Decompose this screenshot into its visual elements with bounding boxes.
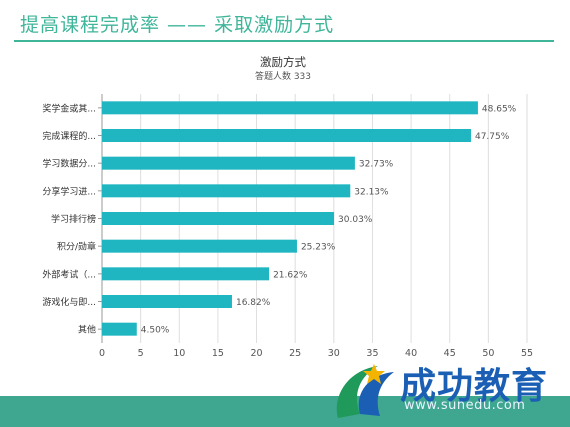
x-tick-label: 30	[328, 348, 340, 359]
category-label: 其他	[78, 324, 96, 336]
data-label: 4.50%	[141, 326, 170, 336]
x-tick-label: 45	[444, 348, 456, 359]
category-label: 游戏化与即...	[42, 296, 96, 308]
bar	[102, 267, 270, 281]
bar	[102, 322, 137, 336]
bar	[102, 129, 471, 142]
bars	[102, 101, 478, 336]
slide-title-sub: 采取激励方式	[214, 14, 335, 36]
category-label: 外部考试（...	[42, 268, 96, 280]
x-tick-label: 40	[405, 348, 417, 359]
category-label: 学习数据分...	[42, 158, 96, 170]
data-label: 21.62%	[273, 270, 308, 280]
bar	[102, 295, 232, 308]
x-tick-label: 5	[138, 348, 144, 359]
category-label: 学习排行榜	[51, 213, 96, 225]
bar	[102, 156, 355, 170]
x-tick-label: 35	[366, 348, 378, 359]
logo-swoosh-icon	[336, 364, 394, 418]
data-label: 48.65%	[482, 104, 517, 114]
footer-band	[0, 396, 570, 427]
chart-title: 激励方式	[260, 55, 306, 69]
bar	[102, 239, 297, 253]
slide-title-main: 提高课程完成率	[20, 14, 161, 36]
title-divider	[14, 40, 554, 42]
bar	[102, 212, 335, 225]
category-label: 奖学金或其...	[42, 102, 96, 114]
slide-title: 提高课程完成率 —— 采取激励方式	[20, 10, 334, 37]
x-tick-label: 0	[99, 348, 105, 359]
data-label: 30.03%	[338, 215, 373, 225]
data-label: 32.73%	[359, 160, 394, 170]
x-tick-label: 50	[482, 348, 494, 359]
x-tick-label: 10	[173, 348, 185, 359]
bar	[102, 101, 478, 115]
category-label: 完成课程的...	[42, 130, 96, 142]
x-tick-label: 55	[521, 348, 533, 359]
category-label: 积分/勋章	[57, 241, 96, 253]
x-tick-label: 20	[250, 348, 262, 359]
bar	[102, 184, 351, 198]
data-label: 16.82%	[236, 298, 271, 308]
data-label: 47.75%	[475, 132, 510, 142]
labels: 0 5 10 15 20 25 30 35 40 45 50 55 奖学金或其... 48.65% 完成课程…	[42, 102, 533, 359]
chart-subtitle: 答题人数 333	[255, 70, 311, 82]
x-tick-label: 25	[289, 348, 301, 359]
slide-title-separator: ——	[160, 14, 215, 36]
logo-url: www.sunedu.com	[404, 398, 526, 413]
data-label: 32.13%	[354, 187, 389, 197]
x-tick-label: 15	[212, 348, 224, 359]
category-label: 分享学习进...	[42, 185, 96, 197]
data-label: 25.23%	[301, 243, 336, 253]
logo-wordmark: 成功教育	[400, 366, 549, 407]
